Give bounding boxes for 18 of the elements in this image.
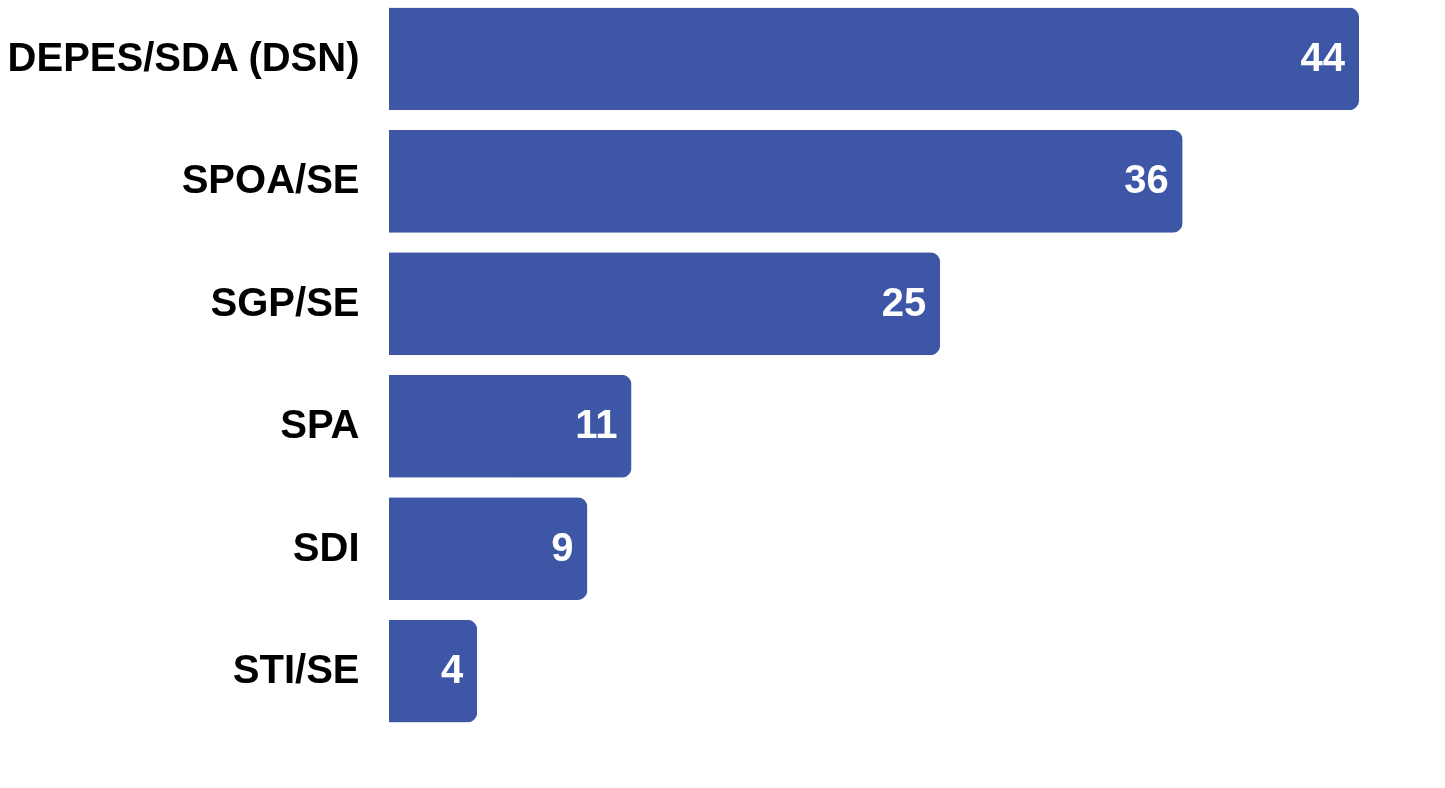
- y-tick-label: SPA: [280, 402, 360, 447]
- data-label: 4: [440, 647, 464, 692]
- bar: [389, 7, 1359, 111]
- bar: [389, 497, 588, 601]
- data-label: 9: [551, 524, 574, 569]
- y-tick-label: DEPES/SDA (DSN): [7, 34, 360, 79]
- y-tick-label: STI/SE: [232, 647, 360, 692]
- bar: [389, 374, 632, 478]
- data-label: 44: [1300, 34, 1346, 79]
- y-tick-label: SPOA/SE: [181, 157, 360, 202]
- y-tick-label: SDI: [292, 524, 360, 569]
- data-label: 36: [1124, 157, 1169, 202]
- bar: [389, 252, 941, 356]
- data-label: 11: [575, 402, 618, 447]
- bar: [389, 619, 478, 723]
- data-label: 25: [881, 279, 927, 324]
- bar: [389, 129, 1183, 233]
- y-tick-label: SGP/SE: [210, 279, 360, 324]
